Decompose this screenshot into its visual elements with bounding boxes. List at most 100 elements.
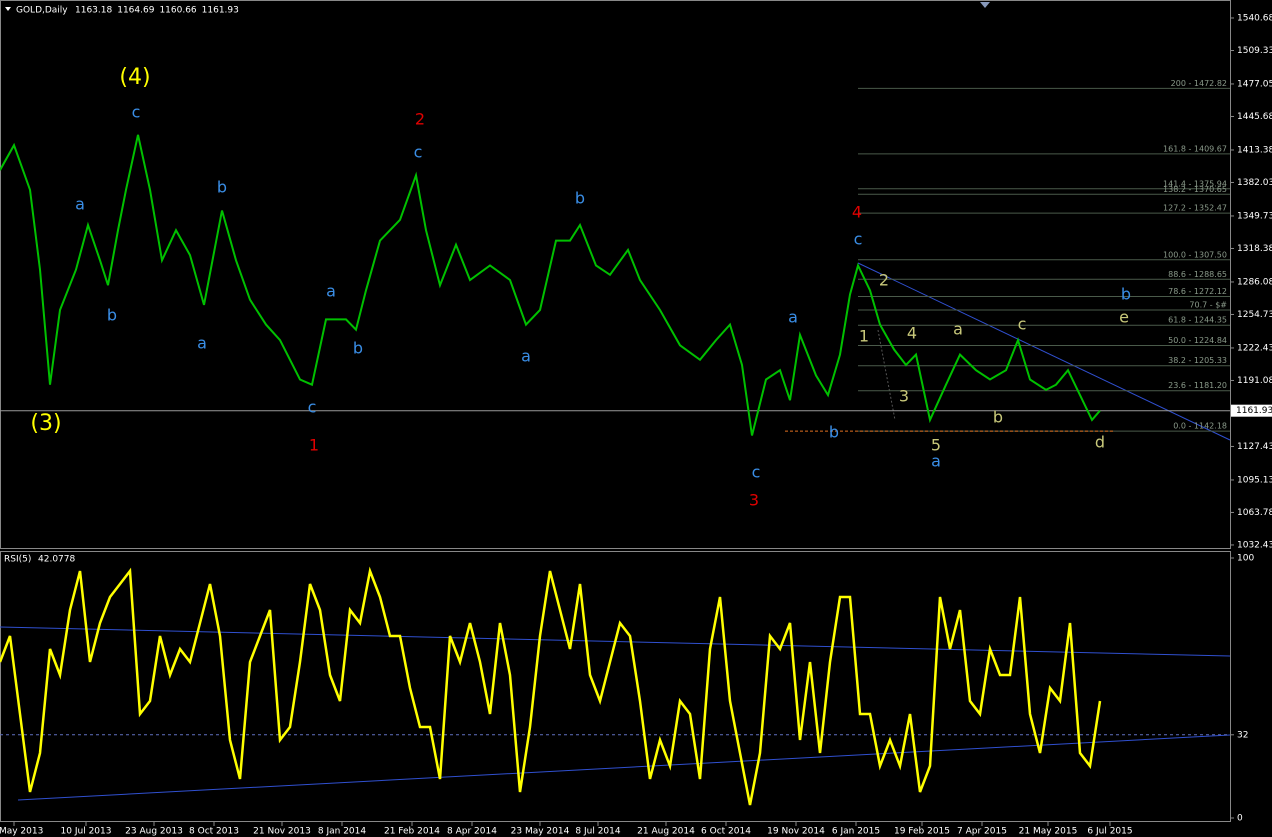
x-tick-label: 21 Aug 2014: [637, 827, 695, 837]
x-tick-label: 8 Jan 2014: [318, 827, 366, 837]
x-tick-label: 19 Nov 2014: [767, 827, 825, 837]
wave-label: b: [575, 189, 585, 208]
rsi-line: [0, 566, 1102, 806]
y-tick-label: 1318.38: [1237, 244, 1272, 254]
wave-label: b: [993, 408, 1003, 427]
x-tick-label: 27 May 2013: [0, 827, 43, 837]
fib-label: 100.0 - 1307.50: [1163, 250, 1227, 259]
wave-label: a: [326, 282, 336, 301]
wave-label: 1: [309, 436, 319, 455]
y-tick-label: 1509.33: [1237, 46, 1272, 56]
y-tick-label: 1127.43: [1237, 442, 1272, 452]
rsi-frame: [0, 551, 1231, 822]
price-frame: [0, 0, 1231, 549]
wave-label: 5: [931, 436, 941, 455]
wave-label: c: [308, 398, 317, 417]
wave-label: (4): [119, 65, 150, 90]
wave-label: c: [132, 103, 141, 122]
fib-label: 141.4 - 1375.94: [1163, 179, 1227, 188]
last-price-box: [1231, 404, 1272, 417]
y-tick-label: 1540.68: [1237, 13, 1272, 23]
ohlc-value: 1161.93: [202, 6, 239, 16]
y-tick-label: 1349.73: [1237, 211, 1272, 221]
fib-label: 70.7 - $#: [1189, 300, 1227, 309]
x-tick-label: 21 Nov 2013: [253, 827, 311, 837]
wave-label: 4: [907, 324, 917, 343]
x-tick-label: 6 Jan 2015: [832, 827, 880, 837]
fib-label: 138.2 - 1370.65: [1163, 185, 1227, 194]
wave-label: b: [353, 339, 363, 358]
wave-label: a: [197, 334, 207, 353]
rsi-name: RSI(5): [4, 555, 31, 565]
wave-label: 1: [859, 327, 869, 346]
fib-label: 0.0 - 1142.18: [1173, 422, 1227, 431]
price-line: [0, 134, 1101, 436]
symbol: GOLD,Daily: [16, 6, 68, 16]
x-tick-label: 10 Jul 2013: [61, 827, 112, 837]
x-tick-label: 21 May 2015: [1019, 827, 1078, 837]
y-tick-label: 0: [1237, 814, 1243, 824]
wave-line: [877, 329, 896, 421]
x-tick-label: 8 Jul 2014: [575, 827, 620, 837]
y-tick-label: 1191.08: [1237, 376, 1272, 386]
rsi-trend-line: [17, 734, 1231, 801]
x-tick-label: 6 Jul 2015: [1087, 827, 1132, 837]
y-tick-label: 1477.05: [1237, 79, 1272, 89]
ohlc-value: 1163.18: [75, 6, 112, 16]
y-tick-label: 1413.38: [1237, 145, 1272, 155]
fib-label: 50.0 - 1224.84: [1168, 336, 1227, 345]
fib-label: 78.6 - 1272.12: [1168, 287, 1227, 296]
wave-label: b: [107, 306, 117, 325]
y-tick-label: 1445.68: [1237, 112, 1272, 122]
wave-label: 3: [899, 387, 909, 406]
y-tick-label: 1382.03: [1237, 178, 1272, 188]
fib-label: 161.8 - 1409.67: [1163, 144, 1227, 153]
wave-label: b: [1121, 285, 1131, 304]
x-tick-label: 21 Feb 2014: [384, 827, 440, 837]
menu-arrow: [5, 7, 11, 11]
wave-label: e: [1119, 308, 1129, 327]
y-tick-label: 1063.78: [1237, 508, 1272, 518]
x-tick-label: 23 May 2014: [511, 827, 570, 837]
scroll-marker: [980, 2, 990, 8]
ohlc-value: 1164.69: [117, 6, 154, 16]
ohlc: 1163.18 1164.69 1160.66 1161.93: [75, 6, 239, 16]
x-tick-label: 7 Apr 2015: [957, 827, 1007, 837]
fib-label: 38.2 - 1205.33: [1168, 356, 1227, 365]
wave-label: b: [829, 423, 839, 442]
wave-label: 2: [415, 110, 425, 129]
wave-label: a: [931, 452, 941, 471]
y-tick-label: 1254.73: [1237, 310, 1272, 320]
ohlc-value: 1160.66: [159, 6, 196, 16]
wave-label: a: [521, 347, 531, 366]
x-tick-label: 19 Feb 2015: [894, 827, 950, 837]
wave-label: 3: [749, 491, 759, 510]
fib-label: 200 - 1472.82: [1171, 79, 1227, 88]
y-tick-label: 1286.08: [1237, 277, 1272, 287]
last-price-label: 1161.93: [1236, 406, 1272, 416]
y-tick-label: 1095.13: [1237, 475, 1272, 485]
wave-label: 4: [852, 203, 862, 222]
fib-label: 127.2 - 1352.47: [1163, 204, 1227, 213]
wave-label: a: [788, 308, 798, 327]
wave-label: a: [75, 195, 85, 214]
wave-label: 2: [879, 271, 889, 290]
wave-label: c: [854, 230, 863, 249]
wave-label: (3): [30, 411, 61, 436]
wave-label: b: [217, 178, 227, 197]
fib-label: 23.6 - 1181.20: [1168, 381, 1227, 390]
wave-label: c: [414, 143, 423, 162]
y-tick-label: 1222.43: [1237, 343, 1272, 353]
y-tick-label: 100: [1237, 554, 1254, 564]
y-tick-label: 32: [1237, 730, 1248, 740]
wave-label: d: [1095, 433, 1105, 452]
fib-label: 61.8 - 1244.35: [1168, 316, 1227, 325]
x-tick-label: 8 Apr 2014: [447, 827, 497, 837]
wave-label: a: [953, 320, 963, 339]
rsi-value: 42.0778: [38, 555, 75, 565]
x-tick-label: 6 Oct 2014: [701, 827, 751, 837]
wave-label: c: [1018, 315, 1027, 334]
fib-label: 88.6 - 1288.65: [1168, 270, 1227, 279]
